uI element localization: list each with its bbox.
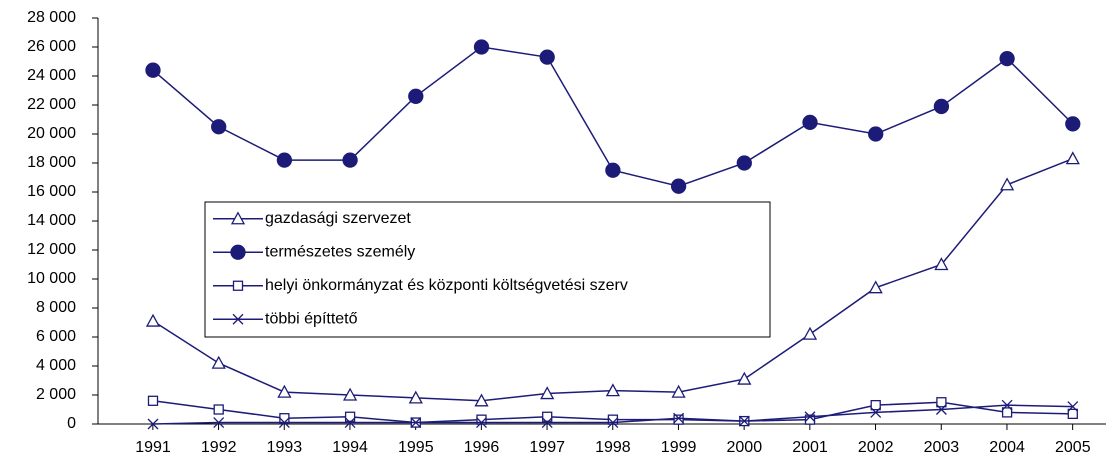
marker [804, 411, 816, 423]
marker [279, 413, 290, 424]
x-tick-label: 2002 [858, 439, 894, 456]
x-tick-label: 2001 [792, 439, 828, 456]
marker [673, 414, 684, 425]
marker [213, 404, 224, 415]
marker [802, 114, 818, 131]
x-tick-label: 1991 [135, 439, 171, 456]
marker [408, 390, 423, 404]
marker [476, 414, 487, 425]
marker [230, 211, 246, 225]
y-tick-label: 6 000 [36, 328, 76, 345]
x-tick-label: 1993 [267, 439, 303, 456]
y-tick-label: 26 000 [27, 38, 76, 55]
marker [670, 178, 687, 194]
marker [145, 313, 161, 327]
marker [737, 371, 752, 385]
x-tick-label: 1996 [464, 439, 500, 456]
x-tick-label: 1992 [201, 439, 237, 456]
marker [935, 404, 947, 415]
marker [1001, 407, 1013, 418]
marker [671, 384, 686, 398]
y-tick-label: 24 000 [27, 67, 76, 84]
marker [934, 257, 949, 271]
marker [999, 50, 1015, 67]
marker [868, 280, 883, 294]
legend-label: természetes személy [265, 243, 415, 260]
marker [230, 244, 246, 260]
marker [804, 414, 816, 425]
marker [1065, 116, 1081, 132]
marker [1067, 401, 1079, 413]
legend-label: gazdasági szervezet [265, 210, 411, 227]
y-tick-label: 14 000 [27, 212, 76, 229]
x-tick-label: 2005 [1055, 439, 1091, 456]
marker [802, 326, 818, 340]
y-tick-label: 4 000 [36, 357, 76, 374]
marker [232, 313, 244, 325]
marker [147, 395, 159, 406]
marker [1000, 177, 1015, 191]
y-tick-label: 16 000 [27, 183, 76, 200]
y-tick-label: 10 000 [27, 270, 76, 287]
marker [145, 62, 161, 78]
y-tick-label: 2 000 [36, 386, 76, 403]
x-tick-label: 2004 [989, 439, 1025, 456]
legend-box [204, 201, 771, 338]
marker [476, 417, 487, 429]
marker [870, 399, 881, 411]
marker [147, 418, 159, 430]
legend-label: többi építtető [265, 310, 358, 327]
marker [605, 383, 620, 397]
marker [738, 415, 750, 427]
marker [1067, 408, 1078, 420]
marker [344, 411, 356, 422]
marker [408, 88, 424, 104]
marker [232, 280, 244, 291]
marker [607, 414, 619, 425]
y-tick-label: 12 000 [27, 241, 76, 258]
marker [542, 411, 553, 422]
marker [213, 417, 225, 429]
marker [540, 386, 555, 400]
marker [541, 417, 553, 429]
marker [410, 417, 422, 429]
marker [277, 384, 292, 398]
y-tick-label: 8 000 [36, 299, 76, 316]
marker [605, 162, 621, 178]
x-tick-label: 1997 [529, 439, 565, 456]
x-tick-label: 1994 [332, 439, 368, 456]
marker [343, 387, 358, 401]
marker [473, 39, 490, 55]
marker [936, 397, 947, 408]
marker [870, 406, 882, 418]
y-tick-label: 20 000 [27, 125, 76, 142]
x-tick-label: 2003 [924, 439, 960, 456]
marker [933, 98, 950, 115]
x-tick-label: 1999 [661, 439, 697, 456]
y-tick-label: 18 000 [27, 154, 76, 171]
marker [539, 49, 555, 65]
marker [1065, 151, 1080, 165]
marker [736, 155, 752, 171]
y-tick-label: 22 000 [27, 96, 76, 113]
legend-label: helyi önkormányzat és központi költségve… [265, 277, 628, 294]
x-tick-label: 1998 [595, 439, 631, 456]
marker [211, 119, 227, 135]
marker [276, 152, 293, 168]
marker [278, 417, 290, 429]
marker [344, 417, 356, 429]
marker [342, 152, 358, 168]
y-tick-label: 0 [67, 415, 76, 432]
x-tick-label: 1995 [398, 439, 434, 456]
marker [607, 417, 619, 429]
marker [868, 126, 884, 142]
marker [474, 393, 489, 407]
marker [1001, 399, 1013, 411]
marker [211, 355, 226, 369]
x-tick-label: 2000 [727, 439, 763, 456]
marker [673, 412, 685, 424]
y-tick-label: 28 000 [27, 9, 76, 26]
